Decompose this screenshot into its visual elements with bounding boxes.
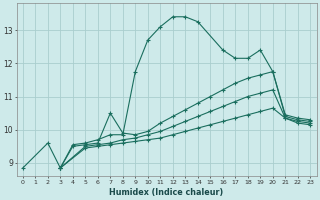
X-axis label: Humidex (Indice chaleur): Humidex (Indice chaleur)	[109, 188, 224, 197]
